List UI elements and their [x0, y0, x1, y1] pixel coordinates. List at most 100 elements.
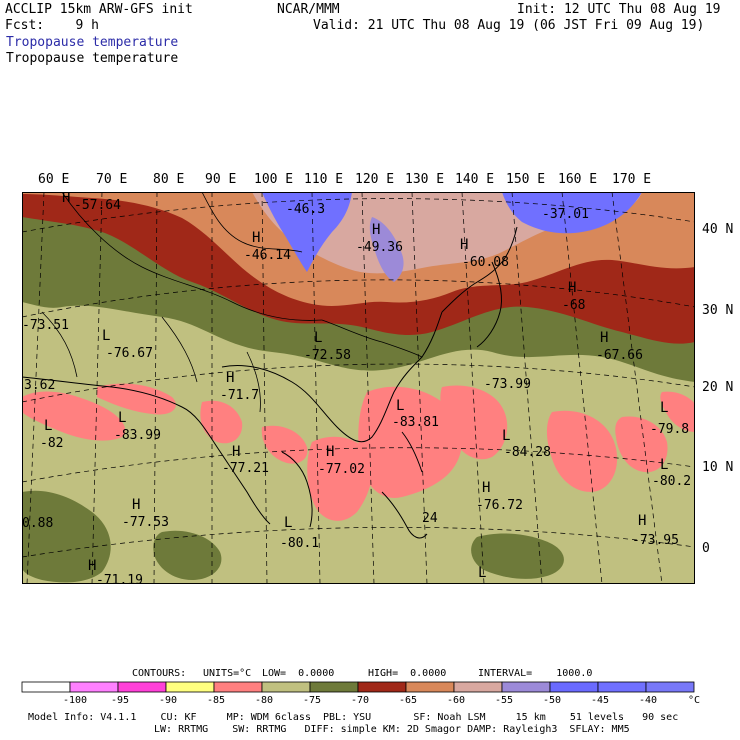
extremum-type: L — [102, 328, 110, 344]
lon-label: 140 E — [455, 172, 495, 187]
extremum-type: L — [396, 398, 404, 414]
extremum-type: H — [326, 444, 334, 460]
field-title-color: Tropopause temperature — [6, 35, 179, 50]
extremum-value: -76.67 — [106, 346, 153, 361]
model-title: ACCLIP 15km ARW-GFS init — [5, 2, 193, 17]
extremum-value: -72.58 — [304, 348, 351, 363]
colorbar-label: -40 — [639, 695, 657, 706]
colorbar-label: -60 — [447, 695, 465, 706]
colorbar-unit: °C — [688, 695, 700, 706]
colorbar-cell — [69, 681, 119, 693]
colorbar-label: -85 — [207, 695, 225, 706]
colorbar-cell — [645, 681, 695, 693]
extremum-value: -71.19 — [96, 573, 143, 584]
contours-units: UNITS=°C — [203, 668, 252, 679]
colorbar-label: -90 — [159, 695, 177, 706]
extremum-type: H — [482, 480, 490, 496]
colorbar-label: -80 — [255, 695, 273, 706]
extremum-type: H — [568, 280, 576, 296]
contours-interval: INTERVAL= 1000.0 — [478, 668, 593, 679]
extremum-type: H — [600, 330, 608, 346]
extremum-value: -49.36 — [356, 240, 403, 255]
lon-label: 110 E — [304, 172, 344, 187]
colorbar-label: -45 — [591, 695, 609, 706]
valid-time: Valid: 21 UTC Thu 08 Aug 19 (06 JST Fri … — [313, 18, 705, 33]
extremum-value: -67.66 — [596, 348, 643, 363]
extremum-type: H — [232, 444, 240, 460]
colorbar-cell — [117, 681, 167, 693]
extremum-value: -46.14 — [244, 248, 291, 263]
colorbar-cell — [213, 681, 263, 693]
colorbar-label: -70 — [351, 695, 369, 706]
extremum-value: 3.62 — [24, 378, 55, 393]
colorbar-cell — [453, 681, 503, 693]
extremum-type: H — [372, 222, 380, 238]
extremum-value: -76.72 — [476, 498, 523, 513]
contours-low: LOW= 0.0000 — [262, 668, 335, 679]
lon-label: 100 E — [254, 172, 294, 187]
extremum-value: -73.51 — [22, 318, 69, 333]
lat-label: 20 N — [702, 380, 734, 395]
extremum-type: L — [314, 330, 322, 346]
extremum-type: L — [44, 418, 52, 434]
extremum-value: 0.88 — [22, 516, 53, 531]
init-time: Init: 12 UTC Thu 08 Aug 19 — [517, 2, 721, 17]
footer-physics: LW: RRTMG SW: RRTMG DIFF: simple KM: 2D … — [154, 724, 630, 735]
extremum-value: -37.01 — [542, 207, 589, 222]
lon-label: 160 E — [558, 172, 598, 187]
colorbar-cell — [501, 681, 551, 693]
colorbar-label: -100 — [63, 695, 87, 706]
forecast-hour: Fcst: 9 h — [5, 18, 99, 33]
extremum-type: L — [660, 457, 668, 473]
extremum-type: L — [478, 565, 486, 581]
extremum-value: -84.28 — [504, 445, 551, 460]
extremum-type: L — [284, 515, 292, 531]
colorbar-cells — [21, 681, 695, 693]
lon-label: 130 E — [405, 172, 445, 187]
extremum-type: H — [62, 192, 70, 206]
colorbar-cell — [597, 681, 647, 693]
extremum-value: -82 — [40, 436, 63, 451]
field-title-contour: Tropopause temperature — [6, 51, 179, 66]
extremum-value: 24 — [422, 511, 438, 526]
lon-label: 80 E — [153, 172, 185, 187]
map-panel: H -57.64 -46.3 -37.01 H -46.14 H -49.36 … — [22, 192, 695, 584]
extremum-value: -57.64 — [74, 198, 121, 213]
extrema-labels: H -57.64 -46.3 -37.01 H -46.14 H -49.36 … — [22, 192, 691, 584]
extremum-value: -79.8 — [650, 422, 689, 437]
grid-lines — [22, 192, 695, 584]
lat-label: 10 N — [702, 460, 734, 475]
colorbar-label: -50 — [543, 695, 561, 706]
strat-cold-center — [369, 217, 404, 282]
extremum-value: -83.99 — [114, 428, 161, 443]
extremum-value: -83.81 — [392, 415, 439, 430]
country-borders — [41, 192, 423, 413]
extremum-type: L — [118, 410, 126, 426]
lon-label: 150 E — [506, 172, 546, 187]
olive-patch-south — [153, 530, 222, 580]
olive-patch-southeast — [471, 533, 564, 579]
colorbar: -100 -95 -90 -85 -80 -75 -70 -65 -60 -55… — [21, 681, 700, 706]
colorbar-cell — [165, 681, 215, 693]
extremum-value: -77.53 — [122, 515, 169, 530]
extremum-value: -77.21 — [222, 461, 269, 476]
contours-label: CONTOURS: — [132, 668, 187, 679]
extremum-type: H — [132, 497, 140, 513]
extremum-value: -46.3 — [286, 202, 325, 217]
colorbar-cell — [309, 681, 359, 693]
extremum-type: H — [638, 513, 646, 529]
colorbar-label: -65 — [399, 695, 417, 706]
extremum-value: -77.02 — [318, 462, 365, 477]
colorbar-cell — [357, 681, 407, 693]
lon-label: 120 E — [355, 172, 395, 187]
contours-high: HIGH= 0.0000 — [368, 668, 447, 679]
extremum-type: H — [88, 558, 96, 574]
extremum-type: H — [226, 370, 234, 386]
extremum-value: -68 — [562, 298, 585, 313]
colorbar-cell — [261, 681, 311, 693]
map-frame — [22, 192, 695, 584]
extremum-type: H — [252, 230, 260, 246]
lon-label: 170 E — [612, 172, 652, 187]
extremum-value: -80.2 — [652, 474, 691, 489]
lon-label: 70 E — [96, 172, 128, 187]
